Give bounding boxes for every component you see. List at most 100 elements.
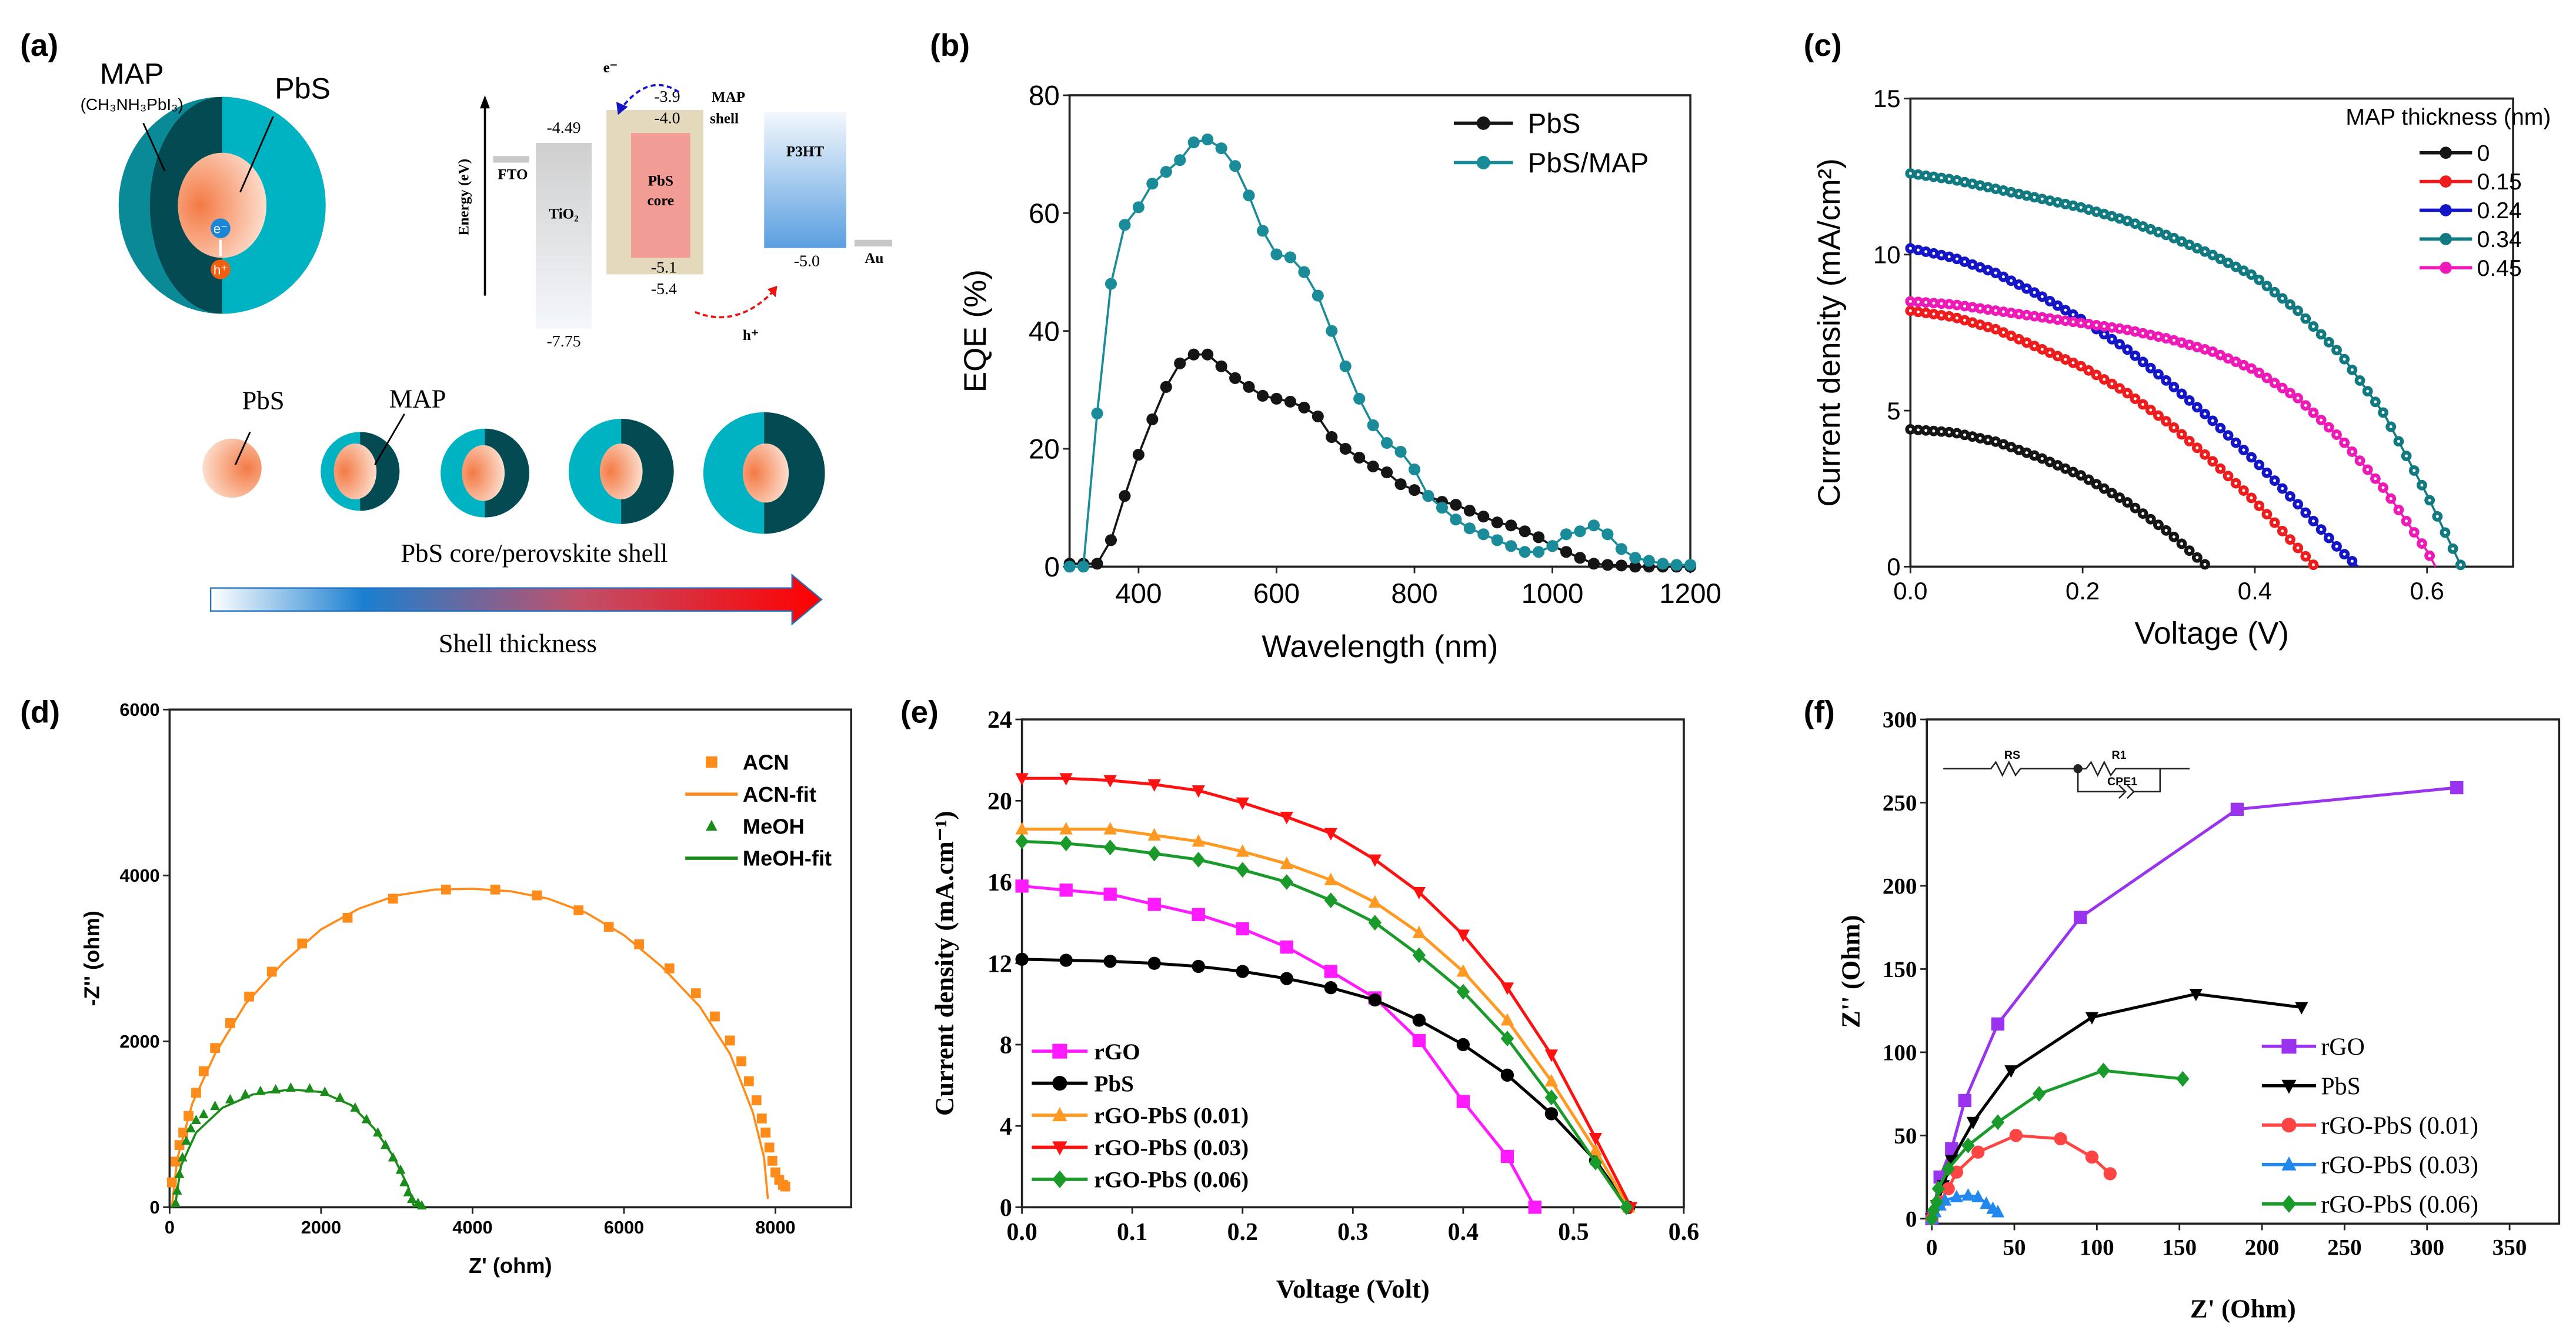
marker-highlight xyxy=(2025,314,2028,317)
marker-highlight xyxy=(2033,291,2036,294)
data-point xyxy=(1505,540,1517,552)
marker-highlight xyxy=(2164,379,2168,382)
marker-highlight xyxy=(2172,535,2175,539)
data-point xyxy=(1601,559,1614,571)
data-point xyxy=(2295,1002,2308,1015)
marker-highlight xyxy=(2064,308,2067,312)
data-point xyxy=(744,1076,754,1086)
data-point xyxy=(780,1181,790,1192)
data-point xyxy=(350,1102,361,1112)
data-point xyxy=(1500,1031,1514,1046)
marker-highlight xyxy=(2095,324,2098,327)
hole-transfer-arrow xyxy=(695,291,773,319)
data-point xyxy=(1560,528,1573,541)
circuit-r1-label: R1 xyxy=(2111,749,2126,762)
x-axis-label: Voltage (V) xyxy=(2134,616,2288,651)
data-point xyxy=(1160,166,1172,178)
data-point xyxy=(1629,561,1641,573)
marker-highlight xyxy=(2350,559,2354,563)
data-point xyxy=(1971,1189,1985,1202)
marker-highlight xyxy=(2242,269,2245,272)
marker-highlight xyxy=(1971,263,1974,266)
legend-label: rGO-PbS (0.03) xyxy=(1094,1135,1249,1161)
hole-transfer-label: h⁺ xyxy=(743,328,759,344)
data-point xyxy=(1615,543,1627,555)
data-point xyxy=(2085,1150,2099,1164)
y-tick-label: 250 xyxy=(1883,791,1917,816)
data-point xyxy=(1491,534,1503,546)
marker-highlight xyxy=(2350,368,2354,372)
data-point xyxy=(1192,785,1205,798)
panel-labels: (a) (b) (c) (d) (e) (f) xyxy=(20,28,1841,730)
map-label: MAP xyxy=(100,57,164,90)
marker-highlight xyxy=(1994,328,1997,331)
marker-highlight xyxy=(1908,172,1912,175)
data-point xyxy=(1519,546,1531,558)
marker-highlight xyxy=(2389,425,2393,428)
series-pbs xyxy=(1063,348,1697,573)
data-point xyxy=(764,1142,775,1153)
data-point xyxy=(1146,413,1159,425)
marker-highlight xyxy=(2188,243,2191,246)
data-point xyxy=(1574,525,1586,538)
data-point xyxy=(1202,348,1214,361)
marker-highlight xyxy=(2025,287,2028,291)
x-tick-label: 350 xyxy=(2492,1235,2527,1260)
marker-highlight xyxy=(1955,304,1958,307)
data-point xyxy=(1103,839,1117,856)
x-tick-label: 250 xyxy=(2327,1235,2362,1260)
data-point xyxy=(1312,289,1324,302)
y-tick-label: 80 xyxy=(1029,81,1060,112)
marker-highlight xyxy=(2079,365,2083,368)
data-point xyxy=(1324,828,1337,841)
data-point xyxy=(1533,546,1545,558)
marker-highlight xyxy=(2273,381,2277,385)
series-meoh xyxy=(171,1082,427,1210)
marker-highlight xyxy=(2343,358,2346,361)
data-point xyxy=(1015,952,1029,966)
data-point xyxy=(1059,883,1073,897)
marker-highlight xyxy=(2118,496,2121,499)
data-point xyxy=(1456,1038,1470,1052)
data-point xyxy=(1368,895,1382,908)
marker-highlight xyxy=(2320,528,2323,531)
marker-highlight xyxy=(1924,301,1928,304)
data-point xyxy=(2054,1132,2067,1146)
data-point xyxy=(1980,1196,1993,1209)
data-point xyxy=(1450,499,1462,511)
x-tick-label: 100 xyxy=(2080,1235,2114,1260)
data-point xyxy=(1941,1182,1955,1196)
data-point xyxy=(1270,392,1283,405)
y-tick-label: 4000 xyxy=(119,865,159,886)
marker-highlight xyxy=(2010,279,2013,282)
marker-highlight xyxy=(2087,208,2090,211)
marker-highlight xyxy=(2125,348,2129,351)
marker-highlight xyxy=(2110,382,2114,386)
marker-highlight xyxy=(2180,542,2183,545)
marker-highlight xyxy=(2335,348,2338,352)
data-point xyxy=(186,1123,196,1133)
marker-highlight xyxy=(2195,246,2199,250)
marker-highlight xyxy=(2025,194,2028,198)
marker-highlight xyxy=(2180,240,2183,244)
marker-highlight xyxy=(2195,556,2199,559)
data-point xyxy=(1324,981,1337,995)
legend-marker xyxy=(2440,232,2452,245)
data-point xyxy=(297,938,308,949)
data-point xyxy=(1103,822,1117,835)
marker-highlight xyxy=(2320,418,2323,422)
marker-highlight xyxy=(2311,563,2315,566)
marker-highlight xyxy=(2242,489,2245,492)
y-tick-label: 8 xyxy=(1000,1032,1012,1059)
marker-highlight xyxy=(2195,405,2199,409)
marker-highlight xyxy=(1932,429,1936,433)
marker-highlight xyxy=(2103,325,2106,328)
data-point xyxy=(1615,559,1627,572)
data-point xyxy=(1312,410,1324,422)
chart-e: 0.0 0.1 0.2 0.3 0.4 0.5 0.6 0 4 8 12 16 20 24 Voltage … xyxy=(929,707,1699,1303)
x-tick-label: 0.4 xyxy=(1448,1219,1479,1246)
data-point xyxy=(416,1200,427,1210)
marker-highlight xyxy=(2048,199,2051,202)
map-word: MAP xyxy=(712,89,745,105)
